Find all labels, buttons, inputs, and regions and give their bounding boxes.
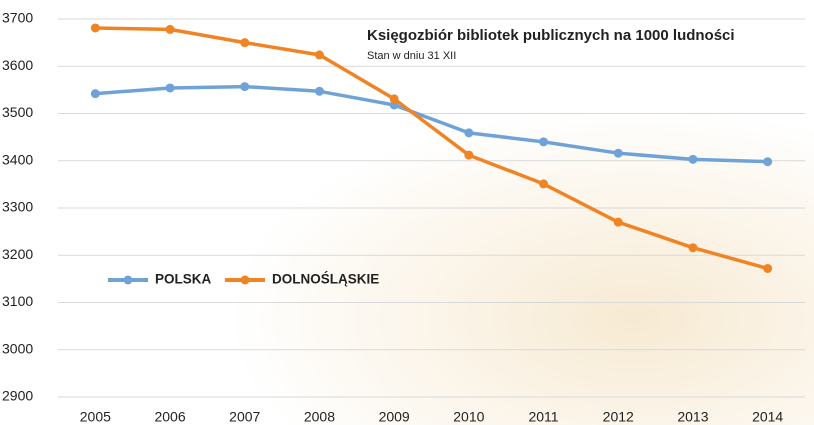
legend-marker xyxy=(124,276,133,285)
page: Księgozbiór bibliotek publicznych na 100… xyxy=(0,0,814,425)
data-point xyxy=(539,179,548,188)
data-point xyxy=(614,218,623,227)
chart: Księgozbiór bibliotek publicznych na 100… xyxy=(0,0,814,425)
chart-subtitle: Stan w dniu 31 XII xyxy=(367,50,456,62)
data-point xyxy=(763,157,772,166)
y-tick-label: 3000 xyxy=(2,340,33,356)
y-tick-label: 3400 xyxy=(2,151,33,167)
legend-marker xyxy=(241,276,250,285)
data-point xyxy=(91,23,100,32)
x-tick-label: 2011 xyxy=(528,409,558,425)
x-tick-label: 2008 xyxy=(304,409,335,425)
x-tick-label: 2006 xyxy=(154,409,185,425)
x-tick-label: 2014 xyxy=(752,409,783,425)
y-tick-label: 3600 xyxy=(2,57,33,73)
data-point xyxy=(91,89,100,98)
x-tick-label: 2007 xyxy=(229,409,260,425)
background xyxy=(0,0,814,425)
data-point xyxy=(763,264,772,273)
x-tick-label: 2009 xyxy=(379,409,410,425)
data-point xyxy=(688,155,697,164)
legend-label: POLSKA xyxy=(155,272,212,287)
y-tick-label: 3700 xyxy=(2,10,33,26)
data-point xyxy=(240,82,249,91)
y-tick-label: 2900 xyxy=(2,388,33,404)
data-point xyxy=(390,94,399,103)
data-point xyxy=(464,151,473,160)
x-tick-label: 2005 xyxy=(80,409,111,425)
data-point xyxy=(166,25,175,34)
data-point xyxy=(240,38,249,47)
data-point xyxy=(464,128,473,137)
chart-title: Księgozbiór bibliotek publicznych na 100… xyxy=(367,27,735,44)
data-point xyxy=(539,137,548,146)
y-tick-label: 3500 xyxy=(2,104,33,120)
x-tick-label: 2013 xyxy=(677,409,708,425)
x-tick-label: 2012 xyxy=(603,409,634,425)
y-tick-label: 3300 xyxy=(2,199,33,215)
data-point xyxy=(688,243,697,252)
data-point xyxy=(315,50,324,59)
y-tick-label: 3200 xyxy=(2,246,33,262)
y-tick-label: 3100 xyxy=(2,293,33,309)
legend-label: DOLNOŚLĄSKIE xyxy=(272,272,379,287)
data-point xyxy=(315,87,324,96)
x-tick-label: 2010 xyxy=(453,409,484,425)
data-point xyxy=(166,83,175,92)
data-point xyxy=(614,149,623,158)
